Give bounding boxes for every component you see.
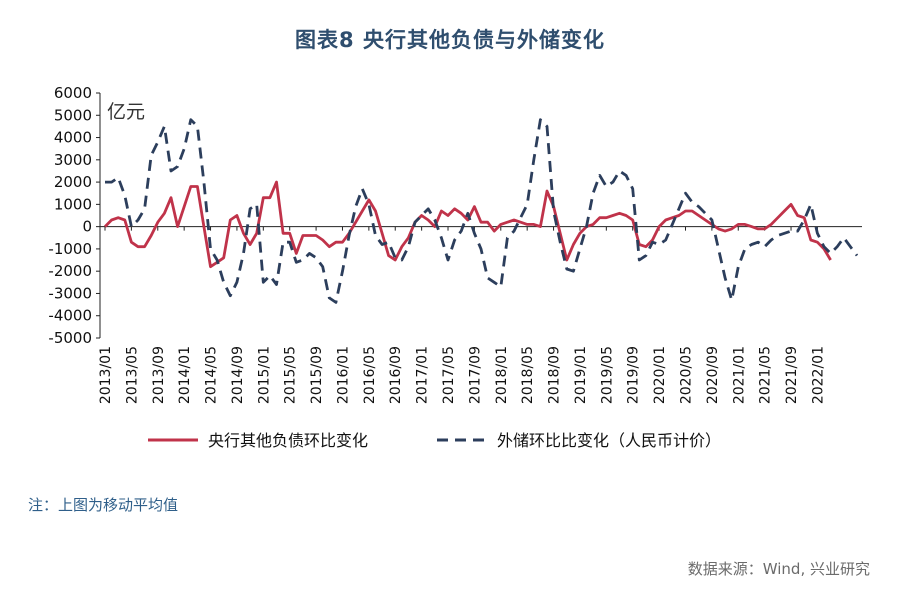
- x-tick-label: 2021/09: [784, 346, 800, 404]
- x-tick-label: 2019/09: [626, 346, 642, 404]
- x-tick-label: 2017/01: [415, 346, 431, 404]
- x-axis: 2013/01 2013/05 2013/09 2014/01 2014/05 2014/…: [98, 226, 862, 404]
- chart-title: 图表8 央行其他负债与外储变化: [295, 28, 605, 52]
- data-source: 数据来源：Wind, 兴业研究: [687, 560, 870, 578]
- series-line-pboc-other-liabilities: [104, 180, 832, 269]
- x-tick-label: 2018/01: [494, 346, 510, 404]
- legend-label: 央行其他负债环比变化: [208, 431, 368, 450]
- x-tick-label: 2014/01: [177, 346, 193, 404]
- y-tick-label: -1000: [48, 240, 92, 258]
- x-tick-label: 2021/05: [758, 346, 774, 404]
- y-tick-label: -5000: [48, 329, 92, 347]
- x-tick-label: 2013/05: [124, 346, 140, 404]
- y-tick-label: 1000: [54, 195, 92, 213]
- x-tick-label: 2013/01: [98, 346, 114, 404]
- x-tick-label: 2013/09: [151, 346, 167, 404]
- x-tick-label: 2016/09: [388, 346, 404, 404]
- x-tick-label: 2014/05: [204, 346, 220, 404]
- x-tick-label: 2019/05: [599, 346, 615, 404]
- y-tick-label: 5000: [54, 106, 92, 124]
- x-tick-label: 2020/01: [652, 346, 668, 404]
- x-tick-label: 2018/05: [520, 346, 536, 404]
- y-tick-label: 4000: [54, 129, 92, 147]
- legend-label: 外储环比比变化（人民币计价）: [497, 431, 721, 450]
- series-lines: [104, 118, 859, 304]
- x-tick-label: 2014/09: [230, 346, 246, 404]
- y-axis-unit-label: 亿元: [107, 101, 145, 123]
- y-tick-label: 0: [82, 218, 92, 236]
- x-tick-label: 2015/05: [283, 346, 299, 404]
- y-tick-label: 2000: [54, 173, 92, 191]
- x-tick-label: 2018/09: [547, 346, 563, 404]
- x-tick-label: 2015/01: [256, 346, 272, 404]
- x-tick-label: 2016/05: [362, 346, 378, 404]
- series-line-fx-reserves: [105, 118, 859, 304]
- x-tick-label: 2015/09: [309, 346, 325, 404]
- y-tick-label: -4000: [48, 307, 92, 325]
- x-tick-label: 2019/01: [573, 346, 589, 404]
- legend: 央行其他负债环比变化 外储环比比变化（人民币计价）: [148, 431, 721, 450]
- x-tick-label: 2016/01: [335, 346, 351, 404]
- x-tick-label: 2020/05: [678, 346, 694, 404]
- y-tick-label: 6000: [54, 84, 92, 102]
- y-tick-label: -2000: [48, 262, 92, 280]
- x-tick-label: 2022/01: [810, 346, 826, 404]
- y-tick-label: 3000: [54, 151, 92, 169]
- x-tick-label: 2017/05: [441, 346, 457, 404]
- y-tick-label: -3000: [48, 284, 92, 302]
- y-axis: 6000 5000 4000 3000 2000 1000 0 -1000 -2000 -3000…: [48, 84, 101, 347]
- chart-note: 注：上图为移动平均值: [28, 496, 179, 514]
- x-tick-label: 2020/09: [705, 346, 721, 404]
- x-tick-label: 2021/01: [731, 346, 747, 404]
- x-tick-label: 2017/09: [467, 346, 483, 404]
